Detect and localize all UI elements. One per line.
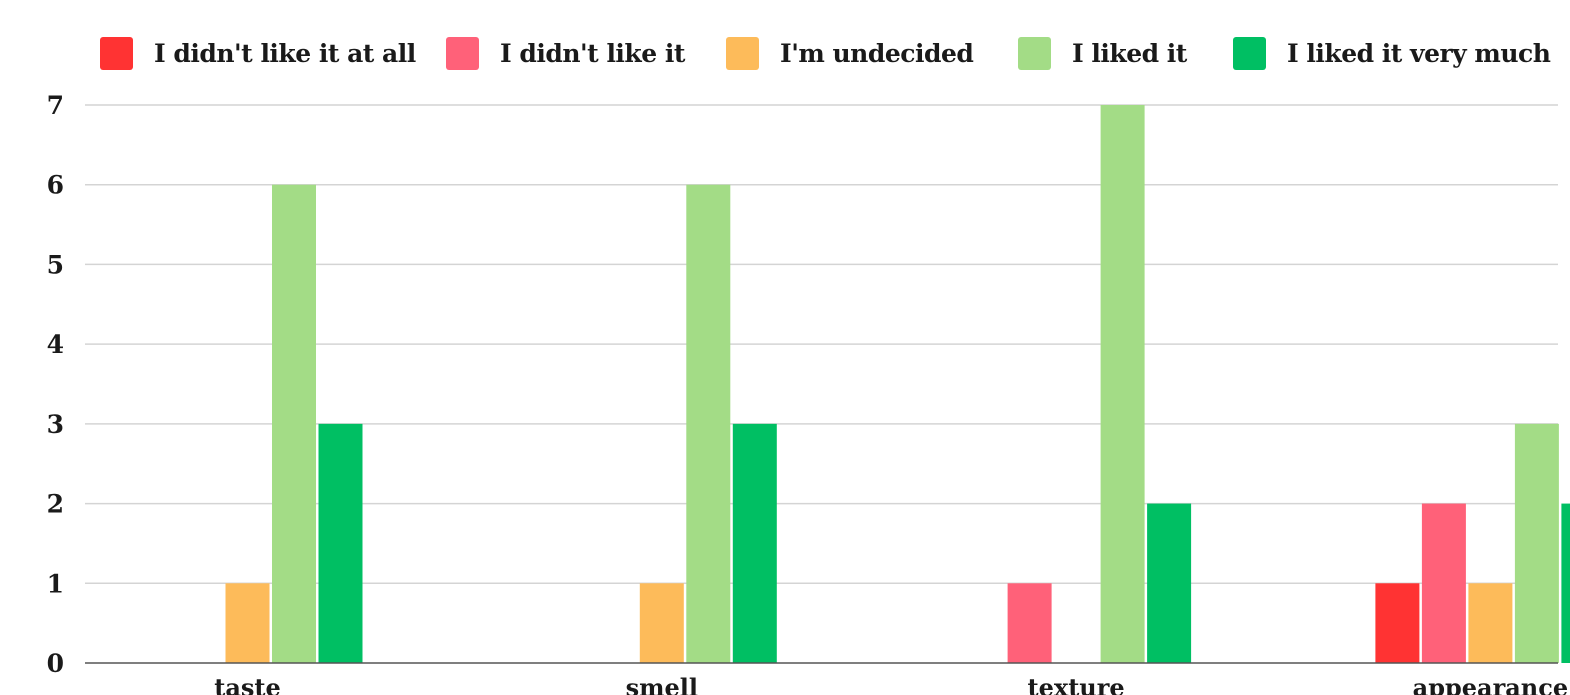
bar-texture-series-5 (1147, 503, 1192, 663)
legend-swatch (1018, 37, 1051, 70)
bar-appearance-series-5 (1561, 503, 1570, 663)
legend-item: I didn't like it at all (100, 37, 416, 70)
bar-texture-series-4 (1100, 105, 1145, 663)
legend-item: I'm undecided (726, 37, 974, 70)
bar-taste-series-5 (318, 423, 363, 663)
legend-label: I didn't like it at all (154, 39, 416, 68)
legend-item: I didn't like it (446, 37, 686, 70)
bars (225, 105, 1570, 663)
x-category-label: appearance (1413, 673, 1568, 695)
x-category-label: smell (626, 673, 698, 695)
y-tick-label: 2 (47, 490, 64, 519)
bar-appearance-series-1 (1375, 583, 1420, 663)
y-tick-label: 1 (47, 569, 64, 598)
category-labels: taste smell texture appearance (214, 673, 1568, 695)
bar-appearance-series-2 (1421, 503, 1466, 663)
y-tick-label: 5 (47, 250, 64, 279)
y-axis-ticks: 0 1 2 3 4 5 6 7 (47, 91, 64, 678)
legend-item: I liked it very much (1233, 37, 1551, 70)
y-tick-label: 4 (47, 330, 64, 359)
legend-label: I liked it very much (1287, 39, 1551, 68)
bar-appearance-series-3 (1468, 583, 1513, 663)
legend-label: I liked it (1072, 39, 1188, 68)
legend-swatch (1233, 37, 1266, 70)
legend: I didn't like it at all I didn't like it I… (100, 37, 1551, 70)
bar-taste-series-3 (225, 583, 270, 663)
legend-swatch (100, 37, 133, 70)
y-tick-label: 3 (47, 410, 64, 439)
bar-smell-series-5 (732, 423, 777, 663)
y-tick-label: 0 (47, 649, 64, 678)
bar-texture-series-2 (1007, 583, 1052, 663)
legend-label: I'm undecided (780, 39, 973, 68)
legend-swatch (726, 37, 759, 70)
y-tick-label: 6 (47, 171, 64, 200)
legend-label: I didn't like it (500, 39, 686, 68)
bar-taste-series-4 (272, 184, 316, 663)
bar-smell-series-3 (639, 583, 684, 663)
bar-appearance-series-4 (1514, 423, 1559, 663)
y-tick-label: 7 (47, 91, 64, 120)
x-category-label: taste (214, 673, 281, 695)
bar-smell-series-4 (686, 184, 731, 663)
legend-item: I liked it (1018, 37, 1188, 70)
x-category-label: texture (1028, 673, 1125, 695)
legend-swatch (446, 37, 479, 70)
